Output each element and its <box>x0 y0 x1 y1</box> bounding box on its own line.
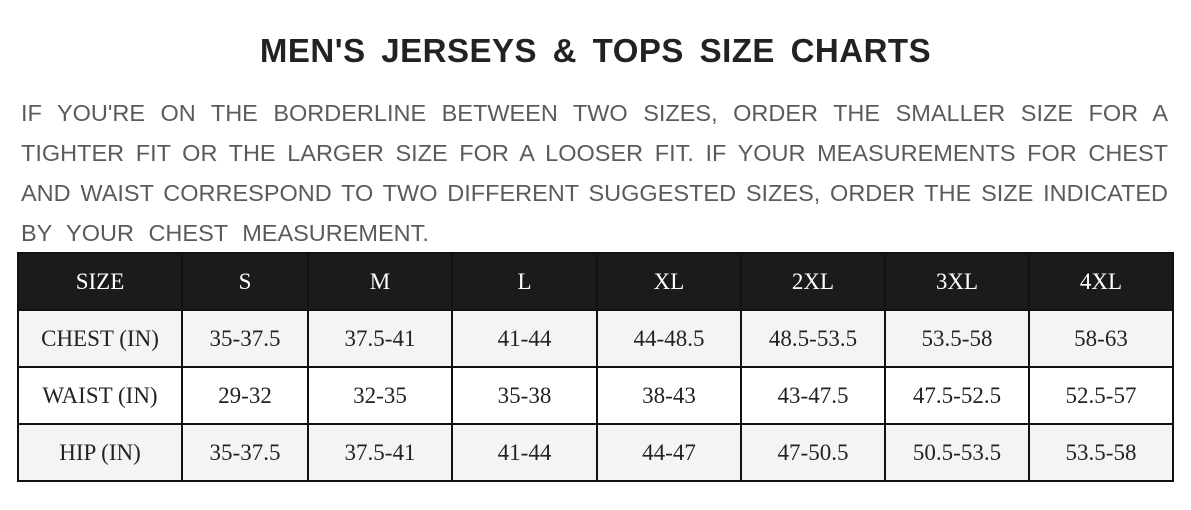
table-row: CHEST (IN) 35-37.5 37.5-41 41-44 44-48.5 48.5… <box>17 309 1174 368</box>
measurement-cell: 35-37.5 <box>181 309 309 368</box>
measurement-cell: 41-44 <box>451 423 598 482</box>
measurement-cell: 41-44 <box>451 309 598 368</box>
header-row: SIZE S M L XL 2XL 3XL 4XL <box>17 252 1174 311</box>
measurement-cell: 43-47.5 <box>740 366 886 425</box>
page-title: MEN'S JERSEYS & TOPS SIZE CHARTS <box>259 32 932 69</box>
measurement-cell: 37.5-41 <box>307 309 453 368</box>
row-label-cell: CHEST (IN) <box>17 309 183 368</box>
measurement-cell: 47-50.5 <box>740 423 886 482</box>
measurement-cell: 53.5-58 <box>1028 423 1174 482</box>
table-row: WAIST (IN) 29-32 32-35 35-38 38-43 43-47.5 47.… <box>17 366 1174 425</box>
measurement-cell: 44-47 <box>596 423 742 482</box>
measurement-cell: 44-48.5 <box>596 309 742 368</box>
advice-line: AND WAIST CORRESPOND TO TWO DIFFERENT SU… <box>21 180 1168 206</box>
advice-line: TIGHTER FIT OR THE LARGER SIZE FOR A LOO… <box>21 140 1168 166</box>
measurement-cell: 47.5-52.5 <box>884 366 1030 425</box>
header-cell: S <box>181 252 309 311</box>
row-label-cell: HIP (IN) <box>17 423 183 482</box>
header-cell: SIZE <box>17 252 183 311</box>
measurement-cell: 32-35 <box>307 366 453 425</box>
measurement-cell: 53.5-58 <box>884 309 1030 368</box>
size-advice-text: IF YOU'RE ON THE BORDERLINE BETWEEN TWO … <box>21 93 1168 253</box>
advice-line: BY YOUR CHEST MEASUREMENT. <box>21 220 429 246</box>
measurement-cell: 35-38 <box>451 366 598 425</box>
measurement-cell: 52.5-57 <box>1028 366 1174 425</box>
row-label-cell: WAIST (IN) <box>17 366 183 425</box>
measurement-cell: 48.5-53.5 <box>740 309 886 368</box>
measurement-cell: 35-37.5 <box>181 423 309 482</box>
measurement-cell: 29-32 <box>181 366 309 425</box>
measurement-cell: 38-43 <box>596 366 742 425</box>
measurement-cell: 58-63 <box>1028 309 1174 368</box>
header-cell: 4XL <box>1028 252 1174 311</box>
measurement-cell: 50.5-53.5 <box>884 423 1030 482</box>
header-cell: L <box>451 252 598 311</box>
header-cell: 2XL <box>740 252 886 311</box>
header-cell: XL <box>596 252 742 311</box>
measurement-cell: 37.5-41 <box>307 423 453 482</box>
header-cell: 3XL <box>884 252 1030 311</box>
header-cell: M <box>307 252 453 311</box>
size-chart-table: SIZE S M L XL 2XL 3XL 4XL CHEST (IN) 35-3… <box>17 252 1174 482</box>
table-row: HIP (IN) 35-37.5 37.5-41 41-44 44-47 47-50.5 5… <box>17 423 1174 482</box>
advice-line: IF YOU'RE ON THE BORDERLINE BETWEEN TWO … <box>21 100 1168 126</box>
